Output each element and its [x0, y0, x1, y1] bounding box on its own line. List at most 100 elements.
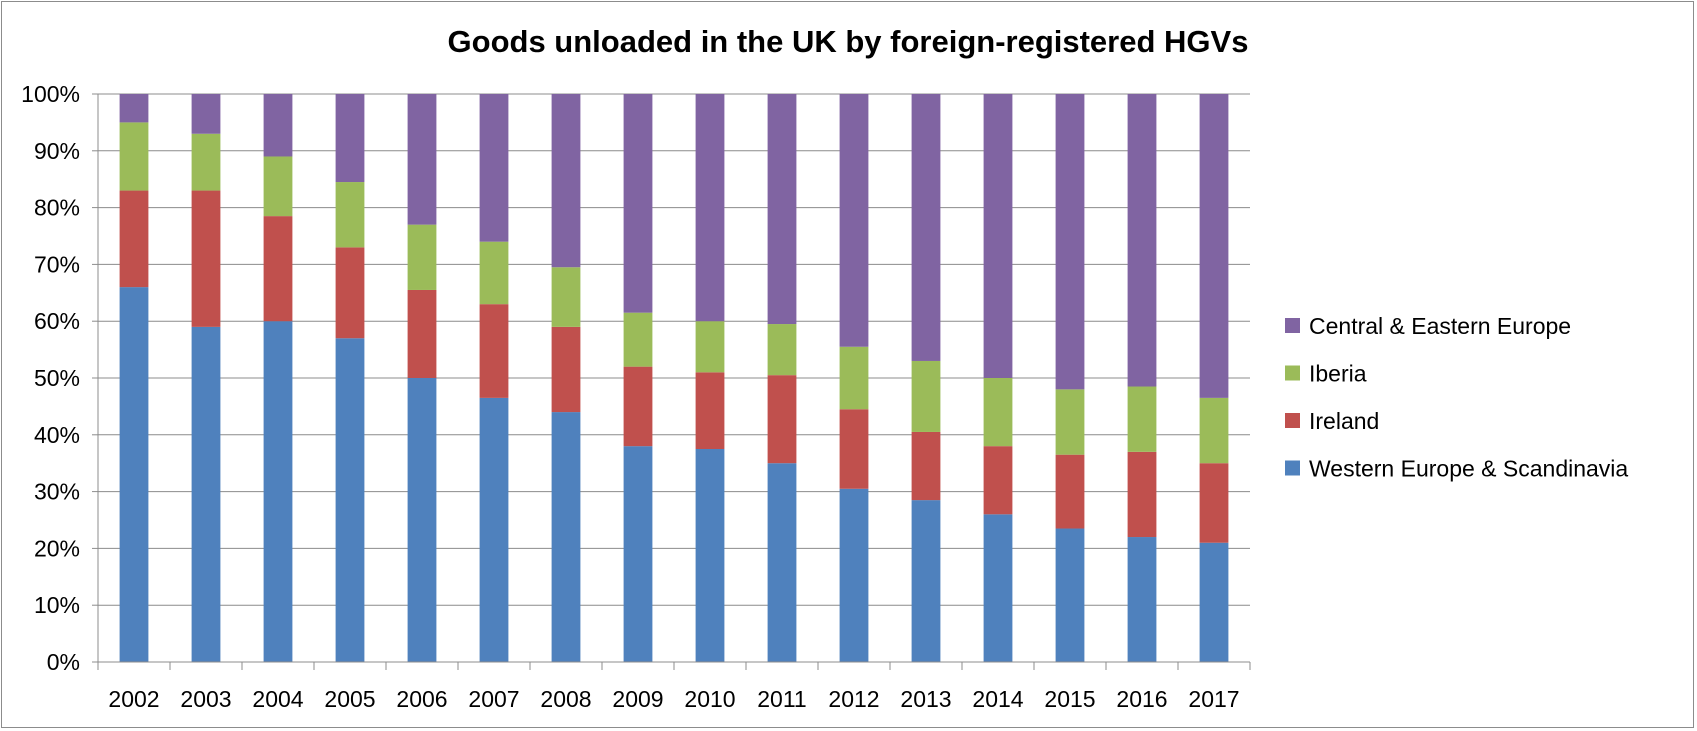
bar-2012-central-eastern-europe: [839, 94, 869, 347]
legend-label-central-eastern-europe: Central & Eastern Europe: [1309, 313, 1571, 339]
bar-2011-iberia: [767, 324, 797, 376]
legend-swatch-iberia: [1285, 365, 1300, 381]
y-tick-label: 50%: [34, 365, 80, 391]
bar-2014-western-europe-scandinavia: [983, 514, 1013, 662]
bar-2013-central-eastern-europe: [911, 94, 941, 361]
bar-2009-ireland: [623, 366, 653, 447]
bar-2011-ireland: [767, 375, 797, 464]
bar-2006-western-europe-scandinavia: [407, 378, 437, 662]
bar-2009-central-eastern-europe: [623, 94, 653, 313]
x-tick-label: 2007: [468, 686, 519, 712]
x-tick-label: 2012: [828, 686, 879, 712]
y-tick-label: 80%: [34, 195, 80, 221]
bar-2014-ireland: [983, 446, 1013, 515]
bar-2010-iberia: [695, 321, 725, 373]
y-tick-label: 0%: [47, 649, 80, 675]
y-tick-label: 70%: [34, 251, 80, 277]
bar-2017-ireland: [1199, 463, 1229, 543]
bar-2008-central-eastern-europe: [551, 94, 581, 268]
x-tick-label: 2002: [108, 686, 159, 712]
bar-2011-western-europe-scandinavia: [767, 463, 797, 662]
bar-2016-western-europe-scandinavia: [1127, 537, 1157, 662]
bar-2010-western-europe-scandinavia: [695, 449, 725, 662]
x-tick-label: 2009: [612, 686, 663, 712]
bar-2011-central-eastern-europe: [767, 94, 797, 325]
x-tick-label: 2013: [900, 686, 951, 712]
bar-2017-central-eastern-europe: [1199, 94, 1229, 398]
x-tick-label: 2004: [252, 686, 303, 712]
bar-2015-iberia: [1055, 389, 1085, 455]
bar-2017-iberia: [1199, 397, 1229, 464]
bar-2003-iberia: [191, 133, 221, 191]
bar-2014-central-eastern-europe: [983, 94, 1013, 378]
bar-2015-ireland: [1055, 454, 1085, 529]
x-tick-label: 2008: [540, 686, 591, 712]
bar-2016-iberia: [1127, 386, 1157, 452]
bar-2006-ireland: [407, 289, 437, 378]
bar-2007-central-eastern-europe: [479, 94, 509, 242]
x-tick-label: 2010: [684, 686, 735, 712]
bar-2003-western-europe-scandinavia: [191, 326, 221, 662]
x-tick-label: 2005: [324, 686, 375, 712]
bar-2003-ireland: [191, 190, 221, 327]
bars: [119, 94, 1229, 662]
x-tick-label: 2011: [757, 686, 806, 712]
legend-swatch-central-eastern-europe: [1285, 318, 1300, 333]
bar-2008-western-europe-scandinavia: [551, 412, 581, 662]
chart-title: Goods unloaded in the UK by foreign-regi…: [448, 24, 1249, 59]
x-tick-label: 2014: [972, 686, 1023, 712]
bar-2012-ireland: [839, 409, 869, 489]
bar-2016-ireland: [1127, 451, 1157, 538]
y-tick-label: 40%: [34, 422, 80, 448]
bar-2013-western-europe-scandinavia: [911, 500, 941, 662]
bar-2006-central-eastern-europe: [407, 94, 437, 225]
bar-2013-iberia: [911, 360, 941, 432]
legend-label-ireland: Ireland: [1309, 408, 1379, 434]
bar-2007-iberia: [479, 241, 509, 305]
bar-2009-iberia: [623, 312, 653, 367]
bar-2004-western-europe-scandinavia: [263, 321, 293, 662]
bar-2013-ireland: [911, 431, 941, 501]
y-axis-tick-labels: 0% 10% 20% 30% 40% 50% 60% 70% 80% 90% 100%: [21, 81, 80, 675]
bar-2008-ireland: [551, 326, 581, 413]
bar-2003-central-eastern-europe: [191, 94, 221, 134]
x-tick-label: 2003: [180, 686, 231, 712]
bar-2007-ireland: [479, 304, 509, 398]
bar-2004-ireland: [263, 216, 293, 322]
bar-2009-western-europe-scandinavia: [623, 446, 653, 662]
y-tick-label: 10%: [34, 592, 80, 618]
legend-label-western-europe-scandinavia: Western Europe & Scandinavia: [1309, 456, 1628, 482]
x-tick-label: 2016: [1116, 686, 1167, 712]
legend-swatch-western-europe-scandinavia: [1285, 460, 1300, 476]
bar-2005-western-europe-scandinavia: [335, 338, 365, 662]
x-tick-label: 2017: [1188, 686, 1239, 712]
y-tick-label: 100%: [21, 81, 80, 107]
x-axis-tick-labels: 2002 2003 2004 2005 2006 2007 2008 2009 2010 2011…: [108, 686, 1239, 712]
bar-2005-iberia: [335, 182, 365, 248]
bar-2012-western-europe-scandinavia: [839, 488, 869, 662]
bar-2010-central-eastern-europe: [695, 94, 725, 322]
bar-2015-central-eastern-europe: [1055, 94, 1085, 390]
legend-label-iberia: Iberia: [1309, 361, 1367, 387]
y-tick-label: 60%: [34, 308, 80, 334]
bar-2002-iberia: [119, 122, 149, 191]
bar-2010-ireland: [695, 372, 725, 449]
bar-2017-western-europe-scandinavia: [1199, 542, 1229, 662]
bar-2016-central-eastern-europe: [1127, 94, 1157, 387]
y-tick-label: 20%: [34, 535, 80, 561]
bar-2007-western-europe-scandinavia: [479, 397, 509, 662]
x-tick-label: 2015: [1044, 686, 1095, 712]
bar-2008-iberia: [551, 267, 581, 327]
bar-2004-iberia: [263, 156, 293, 217]
y-tick-label: 90%: [34, 138, 80, 164]
bar-2012-iberia: [839, 346, 869, 410]
bar-2002-western-europe-scandinavia: [119, 287, 149, 662]
bar-2006-iberia: [407, 224, 437, 290]
y-tick-label: 30%: [34, 479, 80, 505]
bar-2002-ireland: [119, 190, 149, 288]
bar-2004-central-eastern-europe: [263, 94, 293, 157]
bar-2002-central-eastern-europe: [119, 94, 149, 123]
bar-2005-central-eastern-europe: [335, 94, 365, 183]
bar-2015-western-europe-scandinavia: [1055, 528, 1085, 662]
